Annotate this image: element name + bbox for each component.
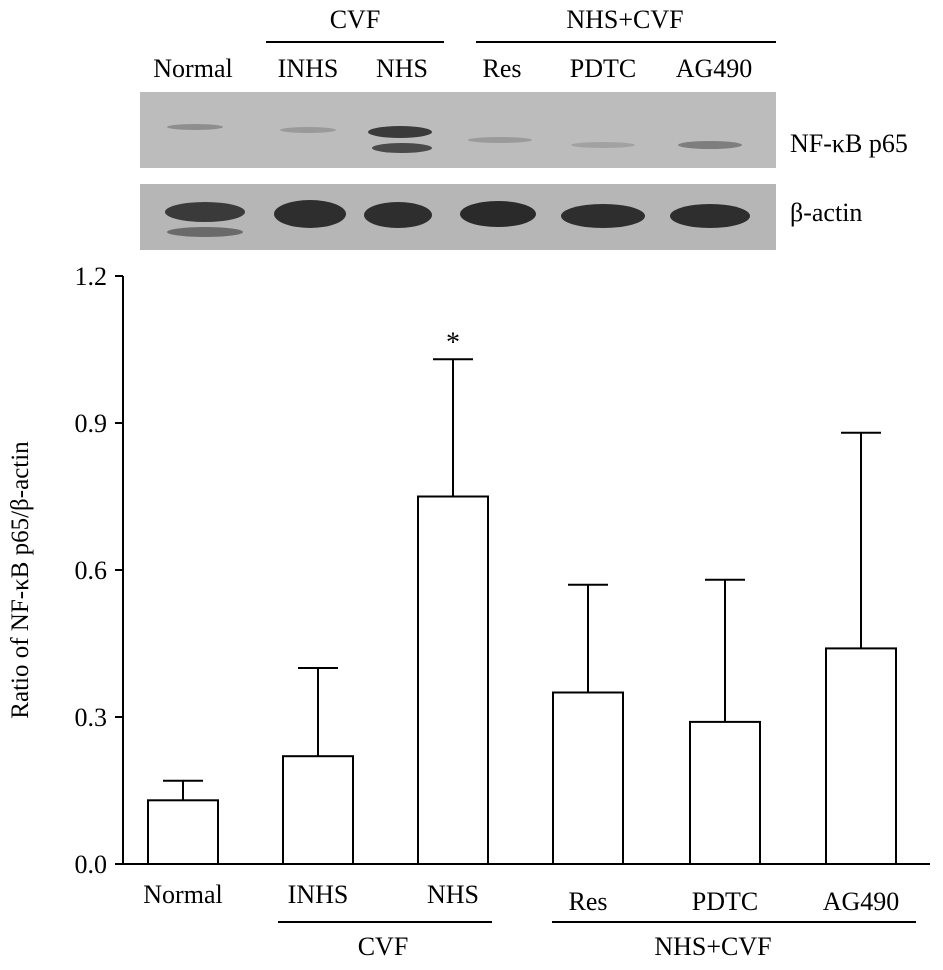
bar-nhs [417,495,489,865]
y-tick-label: 1.2 [75,262,108,291]
blot-band-actin-res [460,201,536,227]
significance-marker: * [446,327,460,358]
blot-group-header-nhs-cvf: NHS+CVF [566,5,683,34]
blot-lane-label-nhs: NHS [376,54,428,83]
y-tick-label: 0.0 [75,850,108,879]
blot-row-label-nfkb: NF-κB p65 [790,129,908,158]
blot-panel: CVF NHS+CVF Normal INHS NHS Res PDTC AG4… [140,5,908,250]
bar-pdtc [689,720,761,866]
blot-band-nfkb-nhs-upper [368,126,432,138]
blot-band-nfkb-res [468,137,532,143]
blot-band-actin-pdtc [561,204,645,228]
blot-band-actin-ag490 [670,204,750,228]
blot-lane-label-inhs: INHS [278,54,339,83]
blot-lane-label-normal: Normal [153,54,232,83]
x-tick-labels: Normal INHS NHS Res PDTC AG490 [143,880,899,916]
blot-band-nfkb-normal [167,124,223,130]
blot-lane-label-ag490: AG490 [676,54,753,83]
blot-band-actin-nhs [364,202,432,228]
bar-normal [147,799,219,865]
blot-band-nfkb-ag490 [678,141,742,149]
bar-res [552,691,624,865]
y-tick-label: 0.6 [75,556,108,585]
x-tick-label-ag490: AG490 [823,887,900,916]
blot-strip-actin [140,184,776,250]
blot-lane-label-res: Res [483,54,522,83]
blot-row-label-actin: β-actin [790,198,862,227]
bar-chart: 0.0 0.3 0.6 0.9 1.2 Ratio of NF-κB p65/β-act… [7,262,930,961]
y-ticks: 0.0 0.3 0.6 0.9 1.2 [75,262,123,879]
blot-band-nfkb-inhs [280,127,336,133]
x-tick-label-normal: Normal [143,880,222,909]
x-group-label-nhs-cvf: NHS+CVF [654,932,771,961]
annotations: * [446,327,460,358]
x-tick-label-inhs: INHS [288,880,349,909]
blot-band-actin-normal-lower [167,227,243,237]
y-axis-label: Ratio of NF-κB p65/β-actin [7,441,34,719]
bar-ag490 [825,647,897,866]
bars [147,495,897,866]
blot-band-actin-normal [165,202,245,222]
x-tick-label-nhs: NHS [427,880,479,909]
x-tick-label-pdtc: PDTC [692,887,758,916]
x-tick-label-res: Res [569,887,608,916]
blot-band-actin-inhs [274,200,346,228]
blot-lane-label-pdtc: PDTC [570,54,636,83]
blot-band-nfkb-pdtc [571,142,635,148]
blot-group-header-cvf: CVF [330,5,381,34]
x-group-label-cvf: CVF [358,932,409,961]
y-tick-label: 0.3 [75,703,108,732]
blot-strip-nfkb [140,92,776,168]
bar-inhs [282,755,354,866]
blot-band-nfkb-nhs-lower [372,143,432,153]
error-bars [163,358,881,801]
y-tick-label: 0.9 [75,409,108,438]
